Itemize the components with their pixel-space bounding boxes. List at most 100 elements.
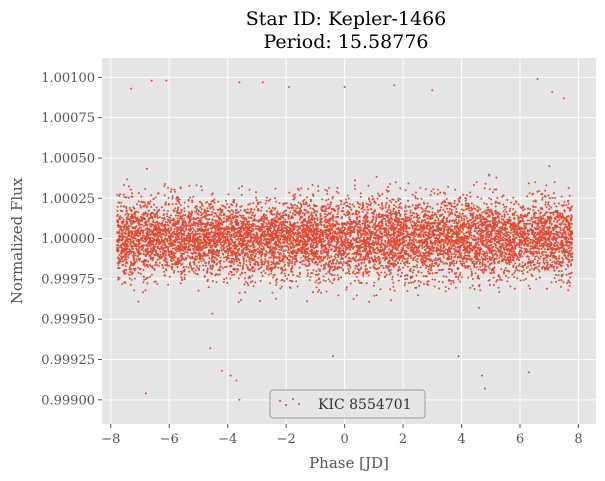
data-point (214, 274, 217, 277)
data-point (479, 208, 482, 211)
data-point (548, 208, 551, 211)
data-point (349, 247, 351, 250)
data-point (365, 282, 368, 285)
data-point (458, 220, 461, 223)
data-point (152, 219, 155, 222)
data-point (455, 218, 457, 221)
data-point (202, 269, 205, 271)
data-point (521, 218, 524, 221)
data-point (408, 269, 411, 272)
data-point (407, 182, 410, 185)
data-point (217, 200, 220, 203)
data-point (504, 267, 507, 270)
data-point (454, 205, 457, 208)
data-point (142, 281, 145, 284)
data-point (292, 206, 295, 209)
data-point (532, 216, 535, 219)
data-point (117, 201, 120, 204)
data-point (538, 270, 541, 273)
data-point (404, 278, 407, 281)
data-point (541, 224, 544, 227)
data-point (473, 234, 476, 237)
data-point (433, 222, 436, 225)
data-point (225, 245, 228, 248)
data-point (229, 217, 232, 220)
data-point (529, 241, 532, 244)
data-point (190, 218, 193, 221)
data-point (433, 192, 436, 195)
data-point (387, 265, 390, 268)
data-point (416, 197, 419, 200)
data-point (225, 225, 228, 228)
data-point (331, 227, 334, 230)
data-point (191, 257, 194, 260)
data-point (454, 250, 456, 253)
data-point (469, 286, 472, 289)
data-point (523, 252, 526, 255)
data-point (256, 225, 259, 228)
data-point (493, 271, 495, 274)
data-point (352, 298, 355, 300)
data-point (309, 276, 312, 278)
data-point (255, 199, 258, 202)
data-point (377, 204, 380, 206)
data-point (359, 203, 362, 206)
data-point (435, 259, 438, 262)
data-point (472, 214, 474, 217)
data-point (214, 224, 217, 227)
data-point (194, 269, 197, 272)
data-point (388, 206, 391, 209)
data-point (293, 203, 296, 206)
data-point (556, 219, 559, 222)
data-point (327, 198, 330, 201)
data-point (227, 193, 230, 196)
data-point (292, 273, 295, 276)
data-point (310, 198, 312, 201)
data-point (139, 232, 142, 235)
data-point (399, 198, 402, 201)
data-point (220, 214, 223, 217)
data-point (289, 260, 291, 263)
data-point (563, 253, 566, 255)
data-point (516, 269, 519, 271)
data-point (440, 206, 443, 209)
data-point (243, 277, 246, 280)
data-point (562, 258, 565, 261)
data-point (383, 231, 386, 234)
data-point (269, 250, 272, 253)
data-point (288, 227, 291, 229)
data-point (546, 203, 549, 206)
data-point (325, 272, 328, 275)
data-point (155, 251, 158, 254)
data-point (313, 209, 315, 212)
data-point (546, 243, 549, 246)
data-point (323, 239, 326, 242)
data-point (314, 281, 317, 284)
data-point (456, 239, 459, 242)
data-point (548, 266, 550, 269)
data-point (424, 207, 427, 210)
data-point (199, 206, 202, 209)
data-point (125, 217, 128, 219)
data-point (375, 213, 378, 216)
data-point (175, 203, 178, 206)
data-point (158, 216, 161, 219)
data-point (174, 207, 177, 210)
data-point (297, 207, 300, 209)
data-point (456, 203, 459, 206)
data-point (399, 202, 402, 205)
data-point (147, 242, 149, 245)
data-point (373, 294, 376, 297)
data-point (358, 281, 361, 284)
data-point (154, 196, 157, 199)
data-point (227, 250, 230, 253)
data-point (164, 221, 167, 223)
data-point (555, 262, 558, 265)
data-point (174, 214, 177, 217)
data-point (257, 264, 260, 267)
data-point (265, 214, 267, 217)
data-point (454, 214, 457, 217)
data-point (170, 226, 173, 229)
data-point (343, 231, 346, 234)
data-point (179, 217, 182, 220)
